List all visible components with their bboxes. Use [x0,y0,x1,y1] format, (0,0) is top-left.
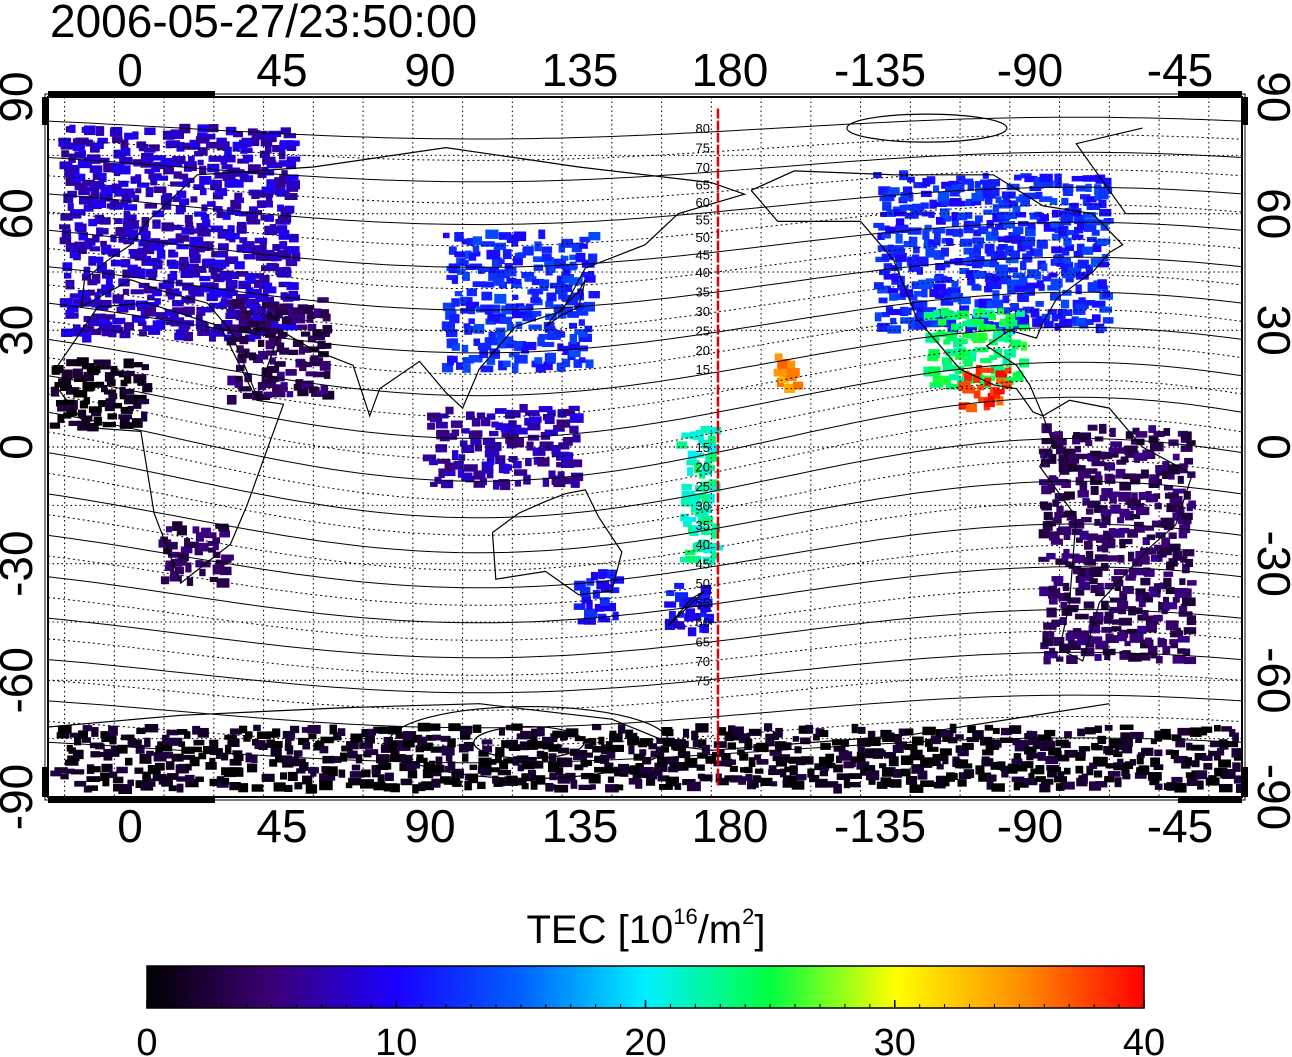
y-tick-right: 90 [1248,71,1292,122]
meridian-label: 55 [695,213,709,228]
grid [48,97,1242,797]
x-tick-top: -45 [1147,44,1213,96]
meridian-label: 40 [695,537,709,552]
colorbar-tick: 10 [375,1022,417,1057]
x-tick-bottom: 45 [256,800,307,852]
meridian-label: 75 [695,141,709,156]
tec-region-pacific-equator [676,426,723,565]
coast-japan [545,279,586,327]
meridian-label: 40 [695,265,709,280]
meridian-label: 50 [695,576,709,591]
x-tick-bottom: 180 [692,800,769,852]
x-tick-bottom: -135 [834,800,926,852]
meridian-label: 15 [695,440,709,455]
meridian-label: 20 [695,343,709,358]
meridian-label: 75 [695,673,709,688]
x-tick-top: 135 [542,44,619,96]
coast-new-zealand [667,590,706,627]
x-tick-bottom: 0 [117,800,143,852]
coast-north-america [750,170,1124,417]
contour-pole-south [473,725,585,760]
meridian-label: 45 [695,248,709,263]
meridian-label: 50 [695,230,709,245]
meridian-label: 60 [695,195,709,210]
y-tick-right: -60 [1248,647,1292,713]
meridian-overlay: 80 75 70 65 60 55 50 45 40 35 30 25 20 15 15 20 25 30 35 40… [695,108,720,786]
map-frame [42,91,1248,803]
meridian-label: 65 [695,178,709,193]
meridian-label: 35 [695,284,709,299]
meridian-label: 25 [695,323,709,338]
y-tick-left: 0 [0,434,42,460]
tec-region-new-zealand [664,582,714,637]
y-tick-right: 0 [1248,434,1292,460]
coast-south-america [1038,399,1194,662]
y-tick-right: 30 [1248,305,1292,356]
meridian-label: 60 [695,615,709,630]
tec-region-south-africa [158,521,234,588]
coast-antarctica [48,703,1110,751]
x-tick-top: 45 [256,44,307,96]
tec-region-europe [58,123,301,343]
y-tick-left: 30 [0,305,42,356]
colorbar-tick: 0 [136,1022,157,1057]
x-tick-top: 90 [404,44,455,96]
coast-eurasia [80,146,747,418]
y-tick-left: 60 [0,188,42,239]
meridian-label: 35 [695,518,709,533]
meridian-label: 25 [695,479,709,494]
meridian-label: 65 [695,634,709,649]
plot-timestamp: 2006-05-27/23:50:00 [50,0,478,47]
tec-region-west-africa [49,357,153,432]
meridian-label: 80 [695,121,709,136]
x-tick-bottom: 135 [542,800,619,852]
meridian-label: 15 [695,362,709,377]
x-tick-top: 0 [117,44,143,96]
y-tick-right: 60 [1248,188,1292,239]
colorbar-tick: 40 [1123,1022,1165,1057]
x-tick-bottom: -45 [1147,800,1213,852]
y-tick-left: -30 [0,530,42,596]
meridian-label: 70 [695,654,709,669]
meridian-label: 55 [695,596,709,611]
colorbar-tick: 20 [624,1022,666,1057]
map-border [47,96,1243,798]
axis-ticks: 0 45 90 135 180 -135 -90 -450 45 90 135 180 -135 -90-… [0,44,1292,852]
x-tick-top: -135 [834,44,926,96]
tec-region-south-america [1038,423,1197,665]
contour-pole-north [846,113,1008,143]
magnetic-contours [48,113,1242,780]
y-tick-left: -60 [0,647,42,713]
colorbar-tick: 30 [874,1022,916,1057]
meridian-label: 70 [695,160,709,175]
meridian-label: 20 [695,459,709,474]
colorbar-title: TEC [1016/m2] [526,904,766,952]
x-tick-bottom: 90 [404,800,455,852]
tec-region-antarctica [50,722,1242,795]
x-tick-bottom: -90 [997,800,1063,852]
y-tick-right: -30 [1248,530,1292,596]
x-tick-top: -90 [997,44,1063,96]
y-tick-left: 90 [0,71,42,122]
y-tick-right: -90 [1248,764,1292,830]
colorbar: 0 10 20 30 40 [136,965,1165,1057]
x-tick-top: 180 [692,44,769,96]
meridian-label: 45 [695,557,709,572]
coast-australia [491,489,623,596]
y-tick-left: -90 [0,764,42,830]
meridian-label: 30 [695,498,709,513]
meridian-label: 30 [695,304,709,319]
